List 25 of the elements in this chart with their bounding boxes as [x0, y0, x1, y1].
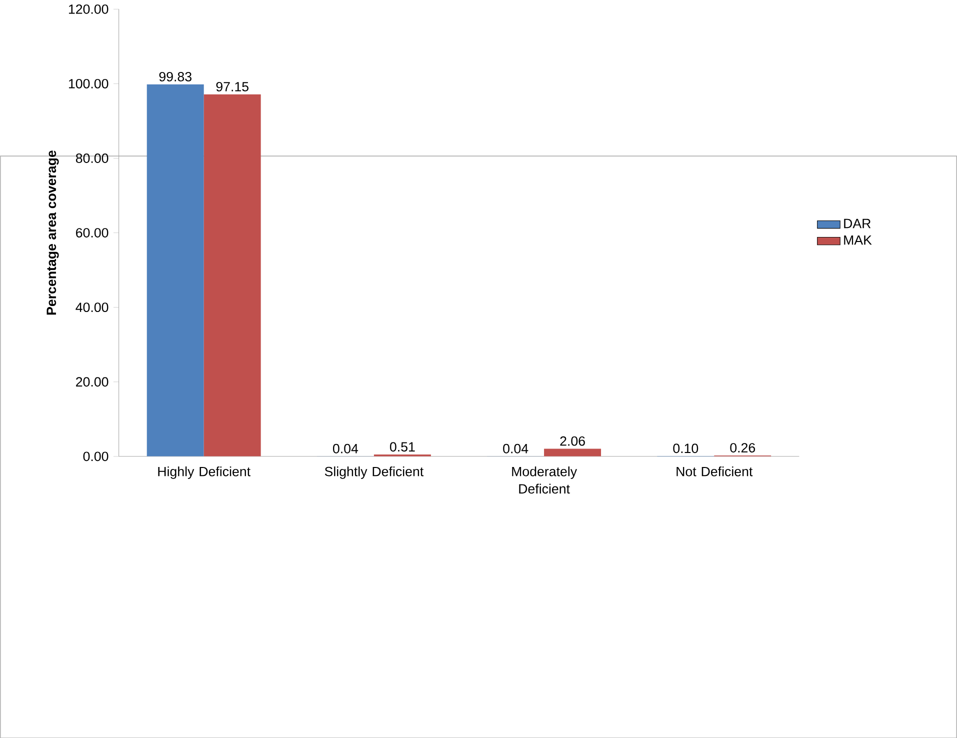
y-tick-label: 120.00	[68, 4, 108, 14]
data-label: 0.51	[390, 442, 415, 452]
bar	[544, 448, 602, 456]
legend-label: MAK	[844, 235, 872, 244]
data-label: 0.26	[730, 442, 756, 452]
y-tick-label: 40.00	[76, 302, 108, 312]
data-label: 97.15	[216, 82, 248, 92]
y-tick-label: 80.00	[76, 153, 108, 163]
x-tick-label: Highly Deficient	[158, 466, 250, 479]
data-label: 99.83	[159, 72, 192, 82]
y-tick-label: 20.00	[76, 376, 108, 386]
x-tick-label: Not Deficient	[676, 466, 753, 476]
data-label: 0.04	[503, 444, 528, 454]
y-tick-label: 60.00	[76, 228, 108, 238]
y-tick-label: 100.00	[68, 78, 108, 88]
y-axis-title: Percentage area coverage	[46, 150, 59, 314]
bar	[204, 94, 261, 456]
x-tick-label: Moderately Deficient	[512, 466, 578, 494]
data-label: 0.10	[673, 443, 698, 453]
data-label: 0.04	[332, 444, 358, 454]
legend-label: DAR	[844, 218, 871, 228]
bar	[146, 84, 204, 456]
x-tick-label: Slightly Deficient	[324, 466, 424, 479]
y-tick-label: 0.00	[83, 451, 108, 461]
data-label: 2.06	[560, 436, 585, 446]
